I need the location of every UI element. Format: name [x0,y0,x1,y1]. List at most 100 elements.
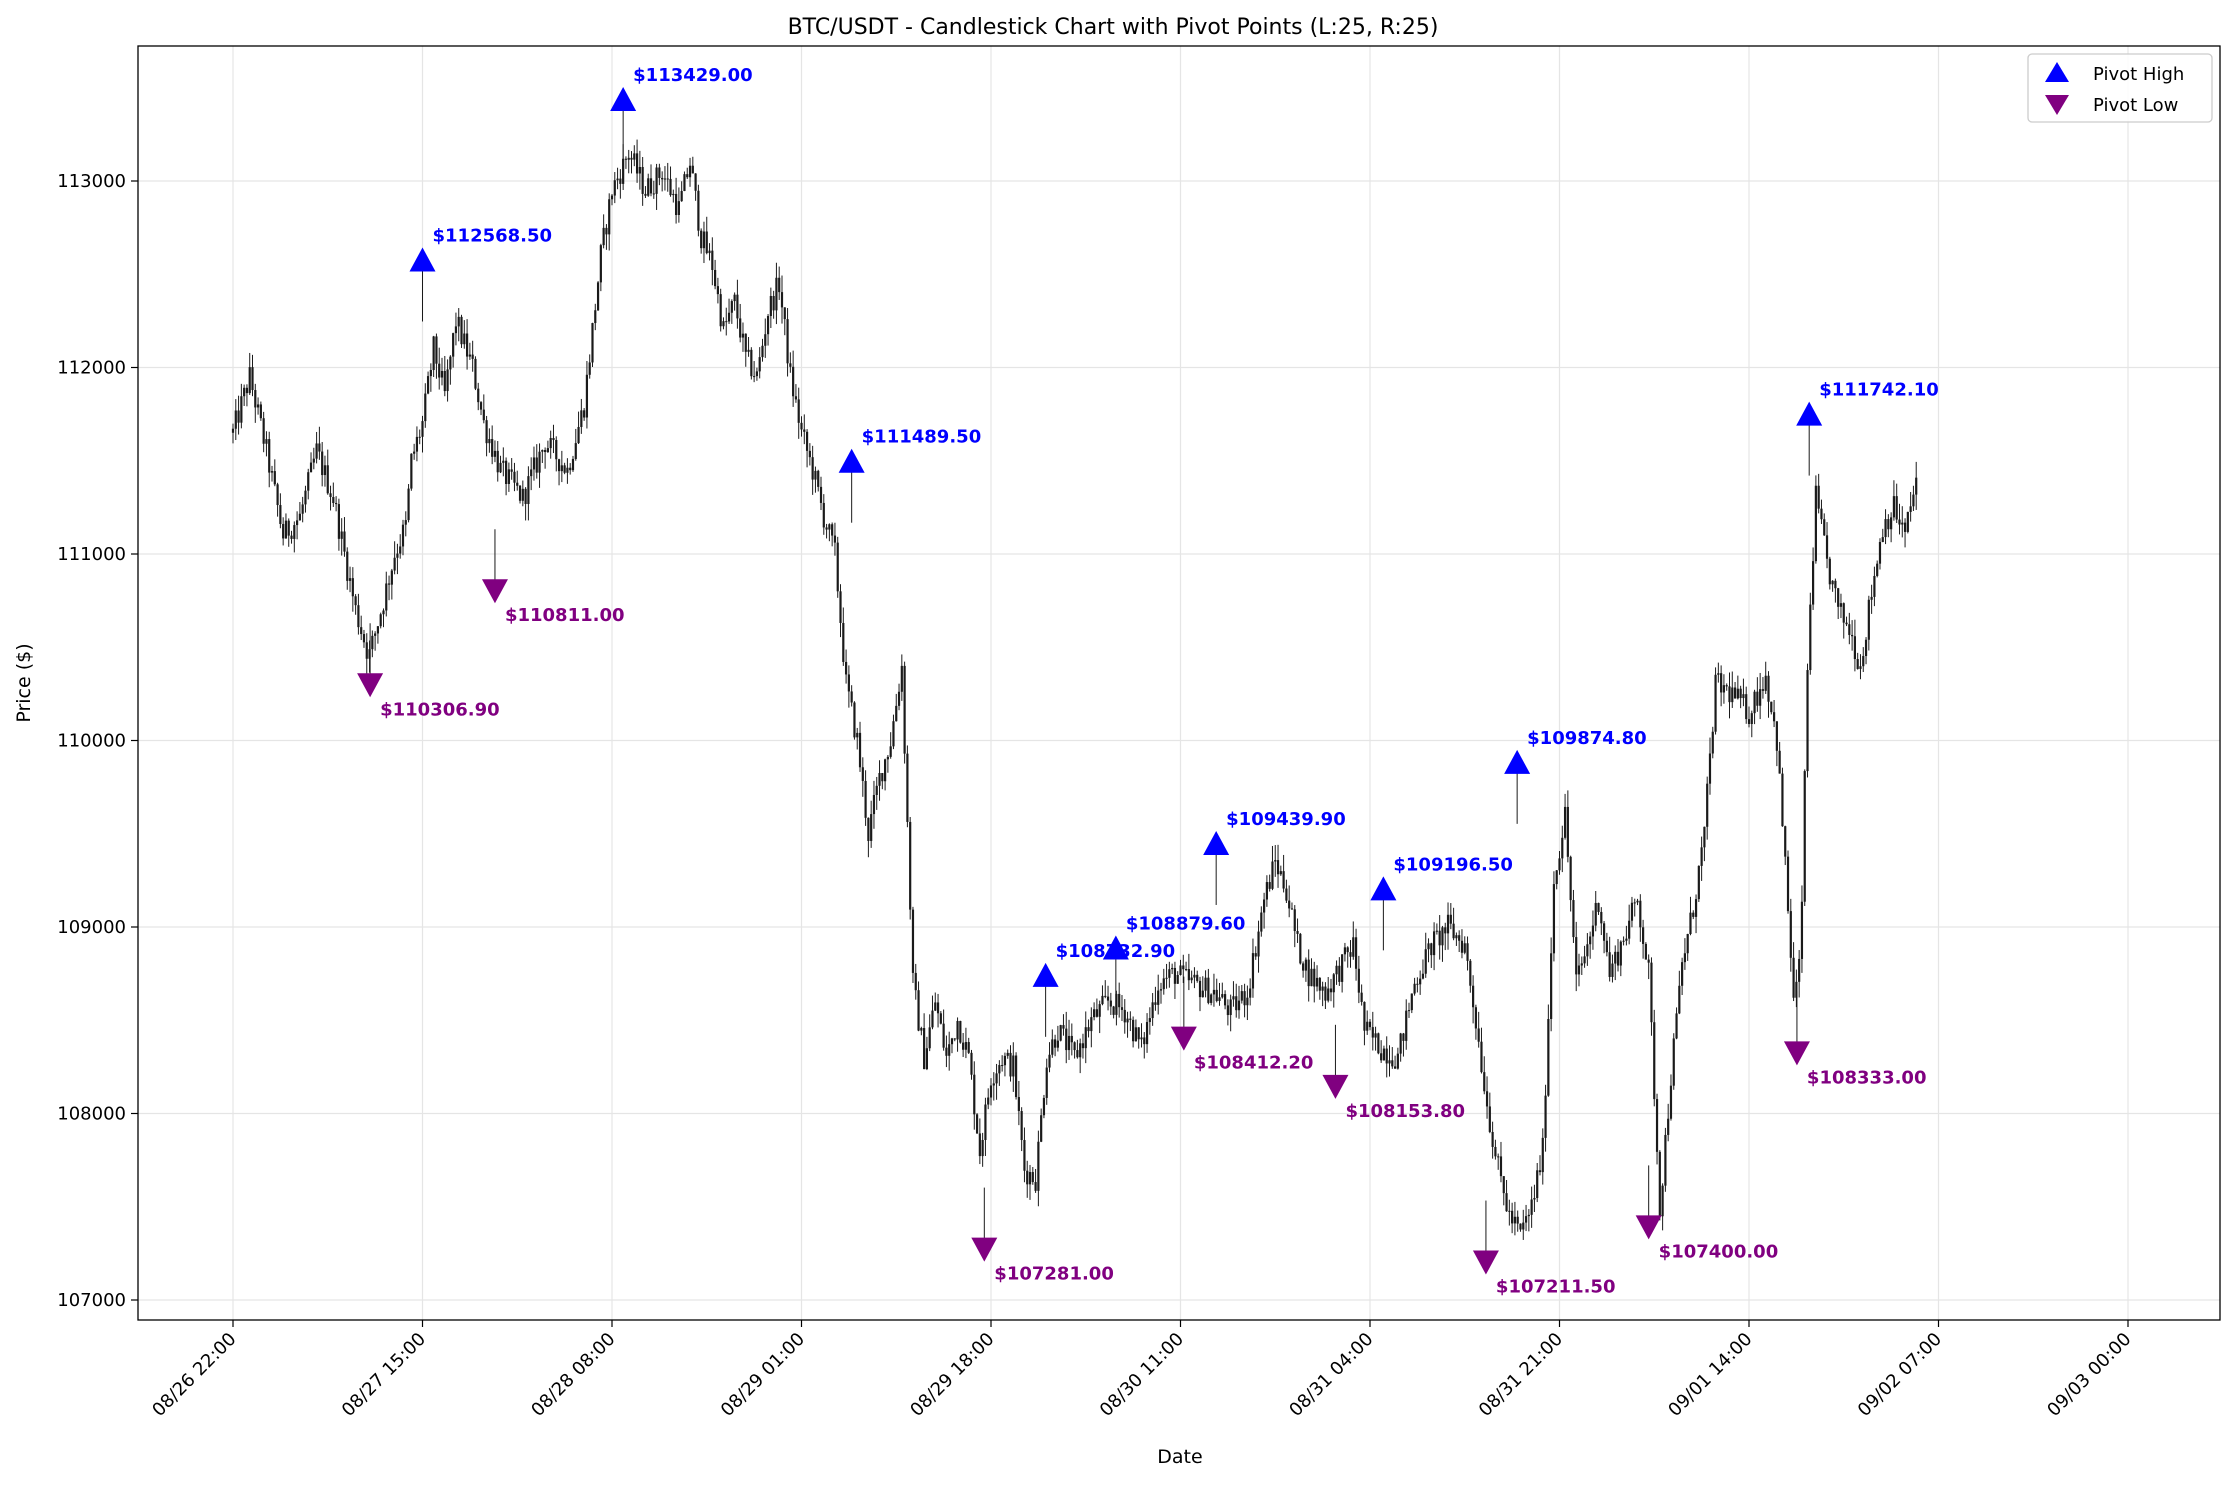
candle-body [766,316,770,335]
candle-body [1432,931,1436,956]
candle-body [1446,914,1450,934]
candle-body [1522,1222,1525,1230]
candle-body [1118,993,1121,1008]
candle-body [1733,687,1737,699]
candle-body [1842,603,1845,623]
candle-body [1745,694,1748,720]
candle-body [1388,1060,1391,1064]
candle-body [1031,1172,1034,1183]
candle-body [1444,927,1447,934]
candle-body [1243,991,1246,1006]
pivot-high-marker [1032,962,1059,987]
candle-body [995,1073,998,1084]
candle-body [491,439,494,457]
candle-body [1374,1033,1377,1038]
candle-body [1385,1048,1388,1064]
candle-body [1655,1099,1659,1152]
candle-body [1416,983,1419,985]
candle-body [1714,674,1717,732]
candle-body [1497,1156,1500,1158]
candle-body [1519,1223,1522,1230]
candle-body [385,583,388,611]
candle-body [831,524,834,536]
candle-body [1101,995,1104,1005]
candle-body [1042,1097,1046,1116]
candle-body [1505,1193,1508,1212]
candle-body [702,231,706,249]
candle-body [496,450,499,473]
candle-body [1396,1053,1399,1069]
candle-body [323,465,327,476]
candle-body [1028,1172,1032,1185]
candle-body [1876,563,1879,576]
candle-body [1115,993,1118,1015]
candle-body [312,458,315,463]
candle-body [329,493,332,497]
pivot-low-marker [1170,1026,1197,1051]
candle-body [1382,1048,1386,1061]
candle-body [580,410,583,427]
candle-body [429,370,432,377]
candle-body [432,336,435,371]
candle-body [440,371,444,378]
candle-body [1895,496,1898,520]
candle-body [524,488,527,504]
candle-body [560,465,563,472]
candle-body [231,428,235,433]
candle-body [1472,985,1475,1008]
candle-body [1190,977,1193,981]
candle-body [1009,1052,1012,1077]
candle-body [775,277,778,311]
candle-body [964,1042,968,1050]
legend-label-pivot-low: Pivot Low [2093,95,2178,116]
candle-body [340,531,343,539]
candle-body [1823,519,1826,536]
candle-body [725,321,728,323]
candle-body [875,785,878,795]
candle-body [234,410,237,429]
candle-body [1053,1039,1057,1048]
candle-body [691,165,694,174]
candle-body [1901,522,1904,525]
candle-body [1605,940,1608,953]
candle-body [1112,1006,1115,1015]
candle-body [753,376,756,378]
candle-body [1223,994,1227,1006]
candle-body [1104,995,1107,997]
candle-body [1335,965,1338,975]
candle-body [794,396,798,400]
candle-body [934,1002,937,1011]
candle-body [1056,1040,1059,1048]
candle-body [309,462,313,473]
candle-body [254,390,257,408]
candle-body [1441,927,1444,946]
candle-body [1611,963,1614,977]
candle-body [1427,943,1430,950]
candle-body [1798,958,1801,982]
candle-body [711,250,714,270]
candle-body [1552,884,1556,954]
candle-body [1051,1039,1054,1055]
candle-body [652,193,655,195]
candle-body [917,990,920,1031]
candle-body [591,323,594,363]
candle-body [839,591,842,623]
pivot-high-marker [838,448,865,473]
candle-body [1249,988,1252,998]
candle-body [992,1083,995,1086]
pivot-high-marker [1370,876,1397,901]
candle-body [800,422,803,430]
candle-body [516,482,519,486]
candle-body [382,610,385,615]
candle-body [1062,1025,1065,1029]
candle-body [287,520,290,536]
pivot-markers: $112568.50$113429.00$111489.50$108732.90… [357,65,1939,1298]
candle-body [1770,701,1773,713]
candle-body [722,321,725,327]
candle-body [1006,1052,1009,1056]
candle-body [1299,933,1302,964]
candle-body [886,756,889,760]
candle-body [1800,901,1804,959]
candle-body [1708,753,1712,784]
